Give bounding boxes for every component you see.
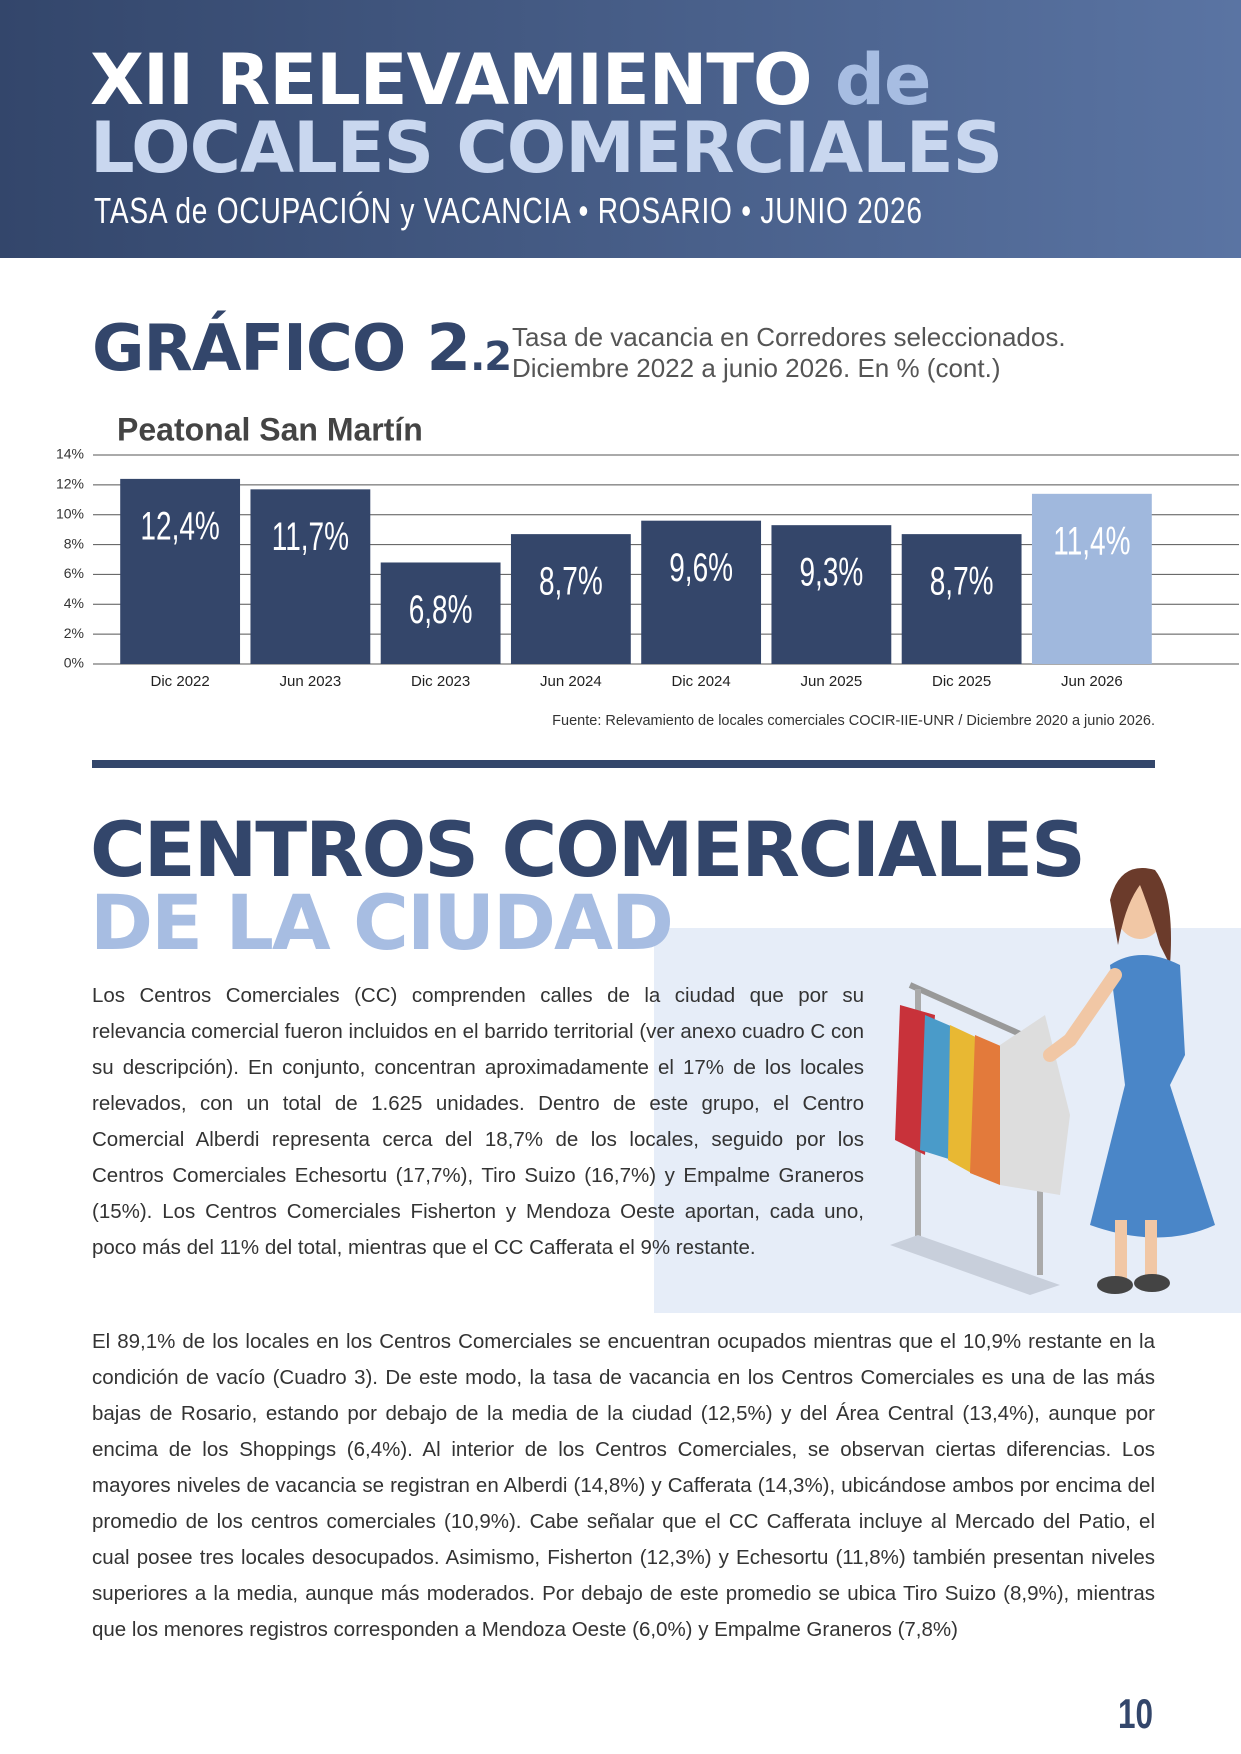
value-label: 9,3% [799,551,863,595]
bar [510,534,631,664]
value-label: 6,8% [409,588,473,632]
value-label: 11,4% [1053,520,1130,564]
y-tick-label: 14% [56,446,84,462]
y-tick-label: 10% [56,505,84,521]
page-number: 10 [1118,1690,1154,1737]
bar [380,562,501,664]
caption-line: Tasa de vacancia en Corredores seleccion… [512,322,1066,352]
graph-caption: Tasa de vacancia en Corredores seleccion… [512,322,1066,384]
x-tick-label: Jun 2024 [540,673,602,690]
graph-heading: GRÁFICO 2.2 [92,312,512,386]
y-tick-label: 2% [64,625,84,641]
chart-title: Peatonal San Martín [117,411,423,447]
value-label: 11,7% [272,515,349,559]
bar [1031,493,1152,664]
caption-line: Diciembre 2022 a junio 2026. En % (cont.… [512,353,1001,383]
bar [771,525,892,664]
y-tick-label: 8% [64,535,84,551]
y-tick-label: 4% [64,595,84,611]
divider-rule [92,760,1155,768]
header-title: XII RELEVAMIENTO de [90,40,931,120]
section-title: CENTROS COMERCIALES [90,805,1086,894]
x-tick-label: Jun 2026 [1061,673,1123,690]
value-label: 12,4% [140,505,219,549]
header-band [0,0,1241,258]
y-tick-label: 12% [56,476,84,492]
bar [901,534,1022,664]
x-tick-label: Jun 2023 [280,673,342,690]
illustration [890,868,1215,1295]
value-label: 8,7% [930,560,994,604]
paragraph: Los Centros Comerciales (CC) comprenden … [92,984,864,1259]
chart-source: Fuente: Relevamiento de locales comercia… [552,713,1155,729]
x-tick-label: Dic 2022 [151,673,210,690]
graph-label: GRÁFICO 2 [92,312,471,386]
graph-number: .2 [470,334,512,380]
title-text: de [834,39,932,121]
bar [120,478,241,664]
header-title: LOCALES COMERCIALES [90,107,1003,189]
header-subtitle: TASA de OCUPACIÓN y VACANCIA • ROSARIO •… [94,190,923,231]
x-tick-label: Dic 2023 [411,673,470,690]
title-text: XII RELEVAMIENTO [90,39,813,121]
chart: Peatonal San Martín Fuente: Relevamiento… [56,411,1239,729]
section-title: DE LA CIUDAD [90,878,674,967]
value-label: 9,6% [669,547,733,591]
y-tick-label: 6% [64,565,84,581]
x-tick-label: Dic 2024 [672,673,731,690]
paragraph: El 89,1% de los locales en los Centros C… [92,1330,1155,1641]
x-tick-label: Dic 2025 [932,673,991,690]
value-label: 8,7% [539,560,603,604]
bar [250,489,371,664]
x-tick-label: Jun 2025 [801,673,863,690]
bar [641,520,762,664]
y-tick-label: 0% [64,655,84,671]
